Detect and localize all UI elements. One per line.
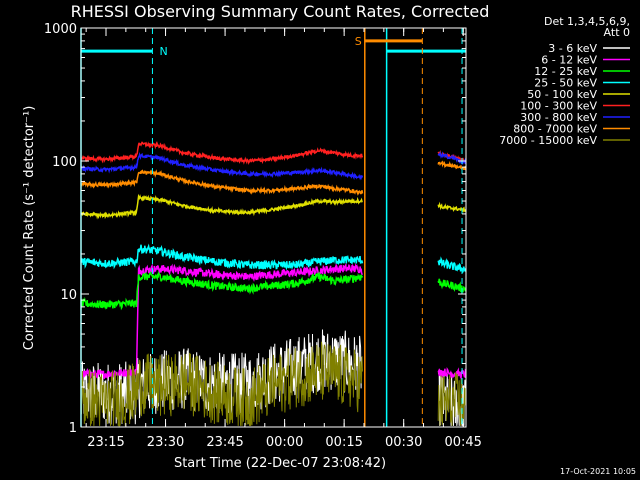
x-axis-label: Start Time (22-Dec-07 23:08:42)	[174, 456, 386, 471]
series-line-7-seg-0	[80, 169, 364, 197]
plot-frame	[80, 27, 467, 428]
x-axis: 23:15 23:30 23:45 00:00 00:15 00:30 00:45	[85, 28, 482, 450]
y-tick-label: 10	[60, 288, 77, 303]
series-line-4-seg-0	[80, 193, 363, 220]
legend-entry-label: 12 - 25 keV	[534, 65, 597, 78]
series-line-8-seg-0	[80, 341, 363, 427]
axes-box	[80, 27, 467, 428]
chart-title: RHESSI Observing Summary Count Rates, Co…	[71, 2, 490, 21]
timestamp: 17-Oct-2021 10:05	[560, 467, 636, 476]
y-tick-label: 1	[69, 421, 77, 436]
legend-entry-label: 100 - 300 keV	[520, 100, 597, 113]
x-tick-label: 23:15	[87, 435, 124, 450]
legend-entry-label: 7000 - 15000 keV	[499, 134, 597, 147]
series-line-7-seg-1	[437, 160, 467, 171]
x-tick-label: 00:45	[444, 435, 481, 450]
y-tick-label: 1000	[44, 22, 77, 37]
series-line-3-seg-0	[80, 243, 364, 271]
series-line-5-seg-0	[80, 140, 364, 165]
x-tick-label: 00:30	[385, 435, 422, 450]
series-line-6-seg-0	[80, 151, 364, 181]
x-tick-label: 23:45	[206, 435, 243, 450]
y-axis: 1 10 100 1000	[44, 22, 466, 436]
legend-entry-label: 800 - 7000 keV	[513, 123, 597, 136]
y-tick-label: 100	[52, 155, 77, 170]
x-tick-label: 23:30	[147, 435, 184, 450]
series-line-4-seg-1	[437, 201, 467, 213]
x-tick-label: 00:00	[266, 435, 303, 450]
series-line-1-seg-0	[80, 262, 364, 380]
flag-label: S	[355, 35, 362, 48]
legend-entry-label: 3 - 6 keV	[548, 42, 597, 55]
flag-label: N	[159, 45, 167, 58]
series-line-1-seg-1	[437, 367, 467, 381]
legend-entry-label: 300 - 800 keV	[520, 111, 597, 124]
y-axis-label: Corrected Count Rate (s⁻¹ detector⁻¹)	[22, 106, 37, 351]
series-lines	[80, 140, 467, 427]
legend-entry-label: 25 - 50 keV	[534, 77, 597, 90]
series-line-2-seg-0	[80, 270, 364, 311]
x-tick-label: 00:15	[325, 435, 362, 450]
legend-entry-label: 6 - 12 keV	[541, 54, 597, 67]
series-line-3-seg-1	[437, 256, 467, 274]
series-line-2-seg-1	[437, 278, 467, 294]
series-line-8-seg-1	[437, 371, 467, 426]
legend-header: Det 1,3,4,5,6,9,	[544, 15, 630, 28]
legend-header: Att 0	[604, 26, 630, 39]
legend-entry-label: 50 - 100 keV	[527, 88, 597, 101]
